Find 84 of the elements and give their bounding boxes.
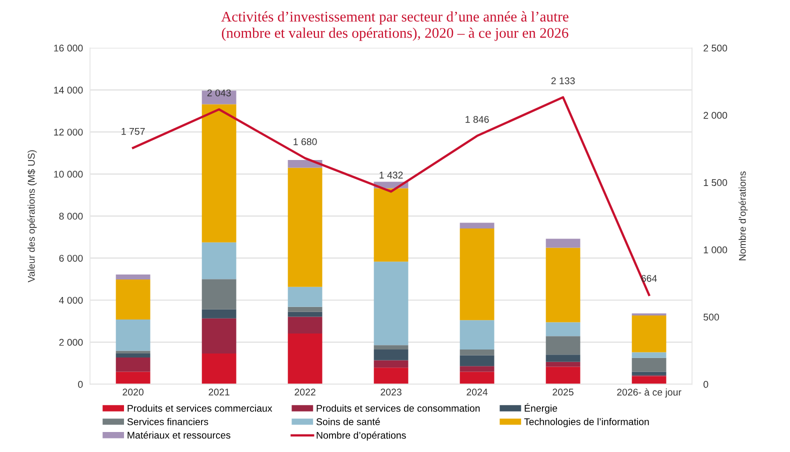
bar [632, 358, 666, 372]
legend-label: Énergie [524, 403, 558, 414]
x-tick-label: 2026- à ce jour [617, 388, 682, 398]
y2-tick-label: 0 [704, 380, 708, 388]
data-label: 1 846 [466, 116, 489, 123]
y-tick-label: 6 000 [59, 254, 83, 262]
bar [632, 315, 666, 352]
y2-tick-label: 1 000 [704, 246, 728, 254]
bar [546, 248, 580, 322]
x-tick-label: 2021 [208, 388, 230, 396]
data-label: 1 680 [294, 138, 317, 146]
data-label: 1 757 [122, 128, 145, 135]
bar [460, 366, 494, 372]
y-tick-label: 10 000 [54, 170, 83, 178]
bar [632, 352, 666, 358]
bar [374, 360, 408, 368]
bar [374, 188, 408, 262]
bar [116, 372, 150, 384]
y-tick-label: 2 000 [59, 338, 83, 346]
bar [546, 362, 580, 367]
legend-label: Services financiers [127, 418, 208, 426]
y-tick-label: 16 000 [54, 44, 83, 52]
y2-tick-label: 1 500 [704, 179, 728, 186]
bar [546, 322, 580, 336]
y2-tick-label: 500 [704, 314, 719, 321]
y-tick-label: 0 [78, 380, 83, 388]
y-tick-label: 12 000 [54, 128, 83, 136]
legend-label: Produits et services de consommation [316, 404, 480, 412]
bar [116, 354, 150, 358]
chart-title: Activités d’investissement par secteur d’une année à l’autre (nombre et valeur des opérations), 2020 – à ce jour en 2026 [221, 11, 568, 41]
data-label: 1 432 [380, 172, 403, 179]
bar [460, 228, 494, 320]
bar [546, 366, 580, 384]
bar [374, 350, 408, 360]
bar [202, 242, 236, 280]
bar [116, 350, 150, 354]
bar [374, 262, 408, 346]
bar [202, 90, 236, 104]
y-tick-label: 8 000 [59, 212, 83, 220]
x-tick-label: 2024 [466, 388, 488, 396]
legend-label: Technologies de l’information [524, 418, 649, 428]
bar [116, 274, 150, 280]
data-label: 2 043 [207, 89, 231, 96]
bar [202, 309, 236, 318]
x-tick-label: 2022 [294, 388, 316, 396]
bar [288, 168, 322, 287]
bar [116, 358, 150, 372]
bar [288, 312, 322, 317]
bar [116, 319, 150, 351]
bar [202, 318, 236, 354]
bar [460, 355, 494, 366]
legend-label: Produits et services commerciaux [128, 404, 272, 412]
bar [202, 354, 236, 384]
bar [374, 368, 408, 384]
bar [546, 238, 580, 248]
bar [288, 286, 322, 307]
x-tick-label: 2020 [122, 388, 144, 396]
x-tick-label: 2023 [380, 388, 402, 396]
bar [288, 306, 322, 312]
bar [460, 320, 494, 350]
legend-label: Soins de santé [316, 418, 380, 426]
bar [374, 345, 408, 350]
y2-tick-label: 2 000 [704, 112, 728, 119]
bar [116, 280, 150, 320]
bar [202, 279, 236, 310]
bar [288, 316, 322, 334]
x-tick-label: 2025 [552, 388, 574, 396]
bar [460, 222, 494, 228]
bar [460, 350, 494, 356]
bar [460, 372, 494, 384]
y2-tick-label: 2 500 [704, 44, 728, 52]
bar [632, 376, 666, 384]
y2-axis-title: Nombre d'opérations [738, 171, 748, 260]
y-tick-label: 4 000 [59, 296, 83, 304]
bar [288, 334, 322, 384]
y-tick-label: 14 000 [54, 86, 83, 94]
bar [202, 104, 236, 242]
legend-label: Nombre d’opérations [316, 431, 406, 441]
y-axis-title: Valeur des opérations (M$ US) [28, 150, 37, 282]
bar [546, 336, 580, 355]
legend-label: Matériaux et ressources [128, 431, 230, 439]
bar [546, 354, 580, 362]
bar [632, 372, 666, 376]
data-label: 2 133 [551, 77, 575, 84]
